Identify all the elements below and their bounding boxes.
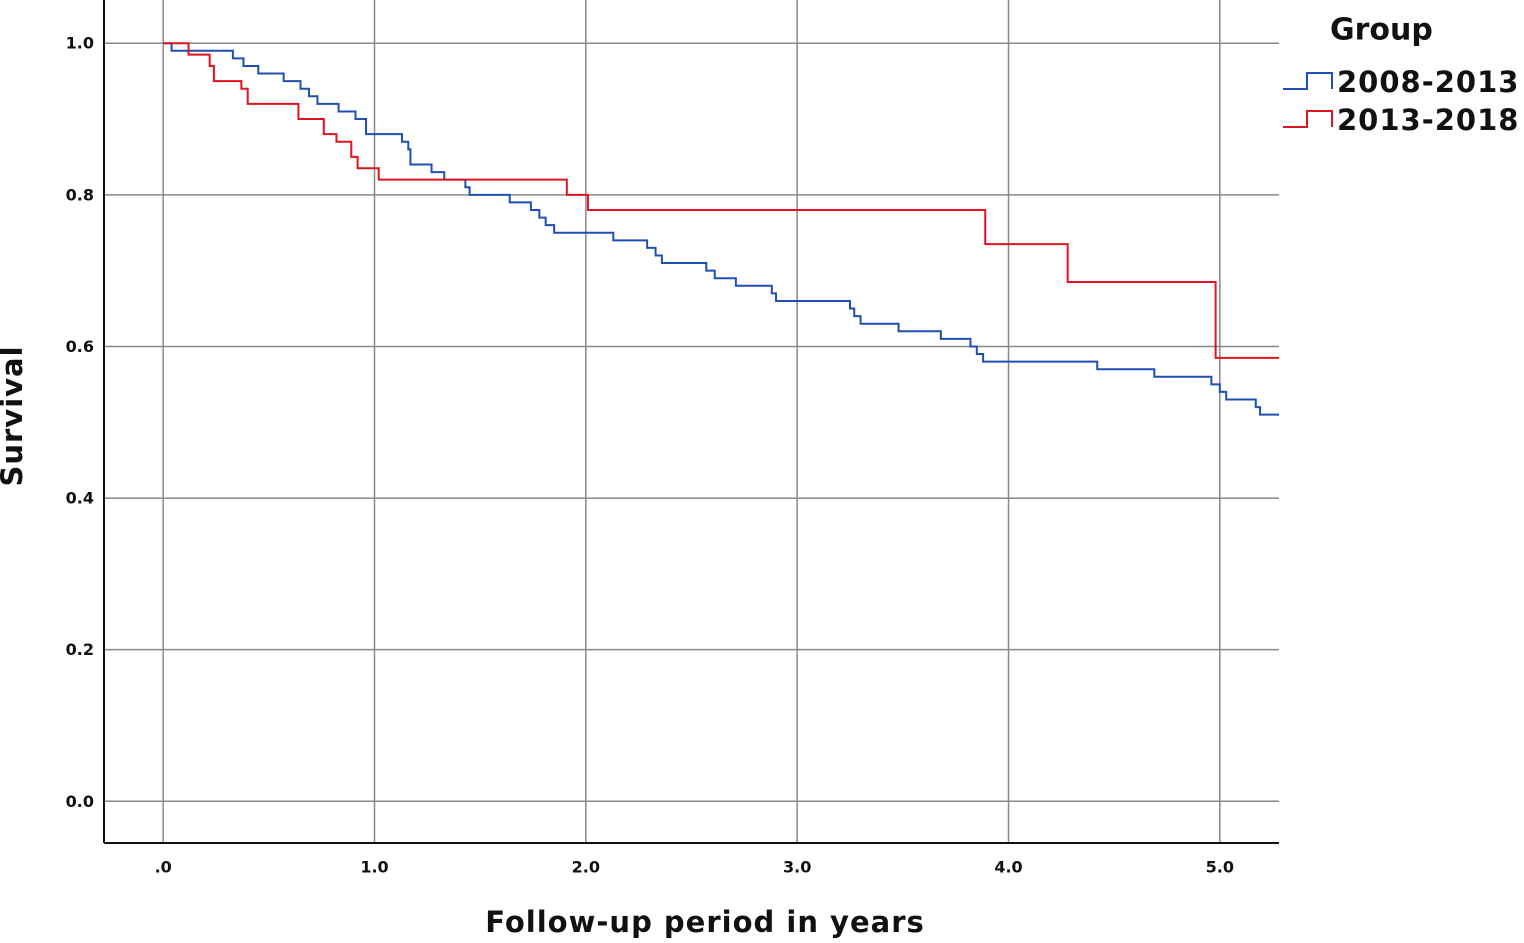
legend-label: 2013-2018 <box>1337 103 1519 137</box>
y-axis-title: Survival <box>0 345 29 486</box>
x-tick-label: 5.0 <box>1206 858 1234 877</box>
x-axis-title: Follow-up period in years <box>485 905 925 939</box>
x-tick-label: .0 <box>155 858 172 877</box>
legend-swatch <box>1283 72 1333 90</box>
x-tick-label: 3.0 <box>783 858 811 877</box>
x-tick-label: 4.0 <box>994 858 1022 877</box>
survival-line <box>163 42 1279 416</box>
y-tick-label: 0.6 <box>66 337 94 356</box>
x-tick-label: 1.0 <box>360 858 388 877</box>
survival-line <box>163 42 1279 359</box>
legend-label: 2008-2013 <box>1337 65 1519 99</box>
legend-title: Group <box>1330 13 1433 48</box>
legend-swatch <box>1283 110 1333 128</box>
y-tick-label: 0.4 <box>66 489 94 508</box>
y-tick-label: 0.8 <box>66 185 94 204</box>
y-tick-label: 0.0 <box>66 792 94 811</box>
y-tick-label: 0.2 <box>66 640 94 659</box>
x-tick-label: 2.0 <box>572 858 600 877</box>
y-tick-label: 1.0 <box>66 34 94 53</box>
